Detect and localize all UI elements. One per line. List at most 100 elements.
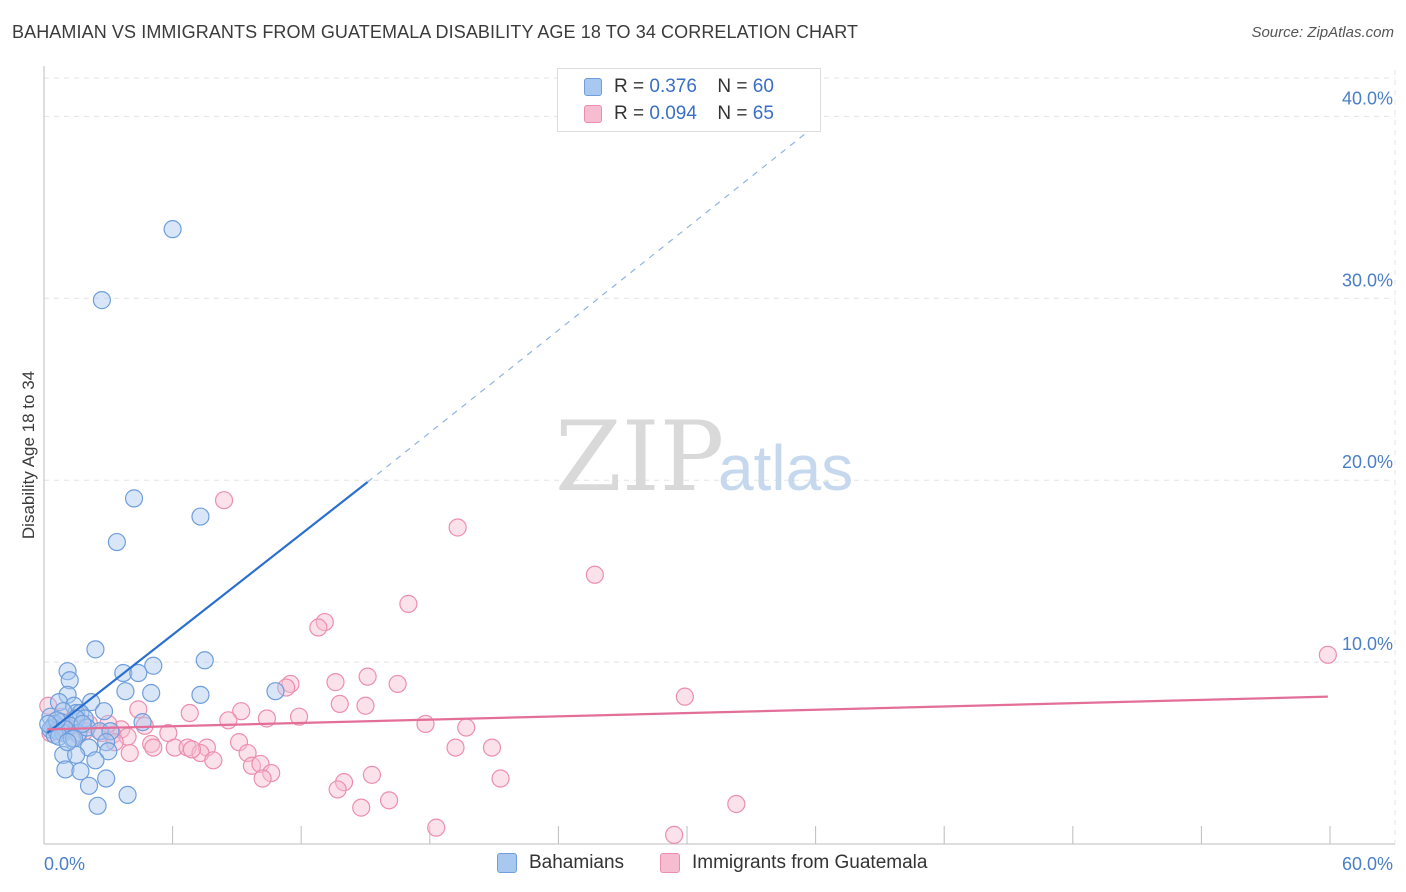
y-axis-label: Disability Age 18 to 34 (19, 371, 38, 539)
data-point-bahamians (99, 742, 118, 761)
data-point-guatemala (675, 687, 694, 706)
grid-lines (44, 70, 1396, 844)
data-point-bahamians (142, 683, 161, 703)
data-point-guatemala (416, 714, 435, 734)
legend-item-guatemala[interactable]: Immigrants from Guatemala (660, 852, 927, 874)
y-tick-label: 30.0% (1342, 270, 1393, 290)
data-point-bahamians (71, 762, 90, 781)
chart-title: BAHAMIAN VS IMMIGRANTS FROM GUATEMALA DI… (12, 22, 859, 42)
data-point-guatemala (180, 703, 199, 723)
legend-row-guatemala: R = 0.094 N = 65 (584, 102, 774, 126)
data-point-guatemala (427, 818, 446, 837)
data-point-guatemala (330, 694, 349, 714)
legend-r-label: R = (614, 76, 645, 97)
data-point-guatemala (358, 667, 377, 686)
data-point-guatemala (448, 518, 467, 537)
data-point-guatemala (352, 798, 371, 817)
legend-r-value-bahamians: 0.376 (649, 76, 697, 97)
legend-n-label: N = (717, 76, 748, 97)
data-point-guatemala (356, 696, 375, 715)
legend-item-bahamians[interactable]: Bahamians (497, 852, 624, 874)
watermark: ZIP atlas (555, 401, 853, 513)
legend-n-label: N = (717, 103, 748, 124)
y-tick-label: 20.0% (1342, 452, 1393, 472)
data-point-bahamians (56, 760, 75, 779)
y-tick-label: 10.0% (1342, 634, 1393, 654)
data-point-bahamians (58, 733, 77, 752)
trend-line-guatemala (47, 695, 1328, 731)
data-point-guatemala (388, 674, 407, 694)
data-point-bahamians (129, 663, 148, 683)
data-point-bahamians (79, 776, 99, 795)
legend-row-bahamians: R = 0.376 N = 60 (584, 75, 774, 99)
data-point-bahamians (49, 693, 69, 712)
series-guatemala-points (39, 491, 1337, 845)
legend-n-value-guatemala: 65 (752, 103, 774, 124)
data-point-guatemala (219, 711, 238, 730)
trend-line-bahamians (46, 481, 369, 734)
data-point-guatemala (277, 678, 296, 697)
data-point-bahamians (124, 489, 144, 508)
legend-label-bahamians: Bahamians (529, 852, 625, 873)
data-point-guatemala (289, 707, 309, 726)
legend-swatch-guatemala (660, 853, 680, 873)
correlation-legend: R = 0.376 N = 60 R = 0.094 N = 65 (557, 68, 821, 132)
trend-lines (46, 125, 1328, 734)
data-point-bahamians (195, 651, 214, 670)
data-point-guatemala (727, 794, 746, 814)
data-point-guatemala (182, 740, 201, 759)
data-point-bahamians (163, 220, 182, 239)
data-point-bahamians (86, 640, 105, 659)
data-point-guatemala (253, 769, 272, 788)
data-point-guatemala (309, 618, 328, 637)
data-point-bahamians (92, 291, 111, 310)
data-point-guatemala (491, 769, 510, 788)
data-point-guatemala (482, 738, 502, 757)
data-point-guatemala (120, 743, 139, 763)
data-point-bahamians (82, 693, 101, 712)
data-point-bahamians (191, 507, 210, 526)
watermark-zip: ZIP (555, 401, 724, 513)
data-point-bahamians (118, 785, 137, 804)
source-label: Source: ZipAtlas.com (1251, 24, 1394, 41)
data-point-bahamians (116, 682, 135, 701)
data-point-bahamians (107, 532, 126, 552)
data-point-bahamians (266, 682, 285, 701)
x-tick-label: 60.0% (1342, 854, 1393, 874)
data-point-guatemala (144, 738, 163, 757)
legend-n-value-bahamians: 60 (752, 76, 774, 97)
data-point-guatemala (214, 491, 234, 510)
data-point-bahamians (86, 751, 105, 770)
x-tick-label: 0.0% (44, 854, 85, 874)
data-point-guatemala (399, 594, 418, 613)
data-point-guatemala (326, 673, 345, 692)
data-point-guatemala (1318, 645, 1337, 664)
data-point-guatemala (379, 791, 399, 810)
series-legend: Bahamians Immigrants from Guatemala (0, 852, 1406, 878)
data-point-guatemala (665, 825, 684, 845)
legend-r-label: R = (614, 103, 645, 124)
tick-labels: 10.0% 20.0% 30.0% 40.0% 0.0% 60.0% (44, 88, 1393, 874)
legend-label-guatemala: Immigrants from Guatemala (692, 852, 928, 873)
data-point-guatemala (585, 565, 604, 584)
axes (43, 66, 1395, 845)
legend-swatch-pink (584, 105, 602, 123)
data-point-guatemala (232, 702, 251, 721)
data-point-bahamians (97, 769, 116, 788)
y-tick-label: 40.0% (1342, 88, 1393, 108)
data-point-guatemala (362, 765, 382, 784)
data-point-bahamians (144, 656, 163, 675)
data-point-guatemala (328, 780, 347, 799)
legend-swatch-bahamians (497, 853, 517, 873)
data-point-bahamians (88, 796, 107, 815)
data-point-bahamians (60, 671, 79, 690)
legend-r-value-guatemala: 0.094 (649, 103, 697, 124)
data-point-guatemala (334, 773, 354, 792)
data-point-guatemala (204, 751, 223, 770)
data-point-bahamians (94, 702, 114, 721)
legend-swatch-blue (584, 78, 602, 96)
data-point-bahamians (191, 685, 210, 704)
data-point-guatemala (457, 718, 476, 737)
watermark-atlas: atlas (718, 432, 853, 504)
